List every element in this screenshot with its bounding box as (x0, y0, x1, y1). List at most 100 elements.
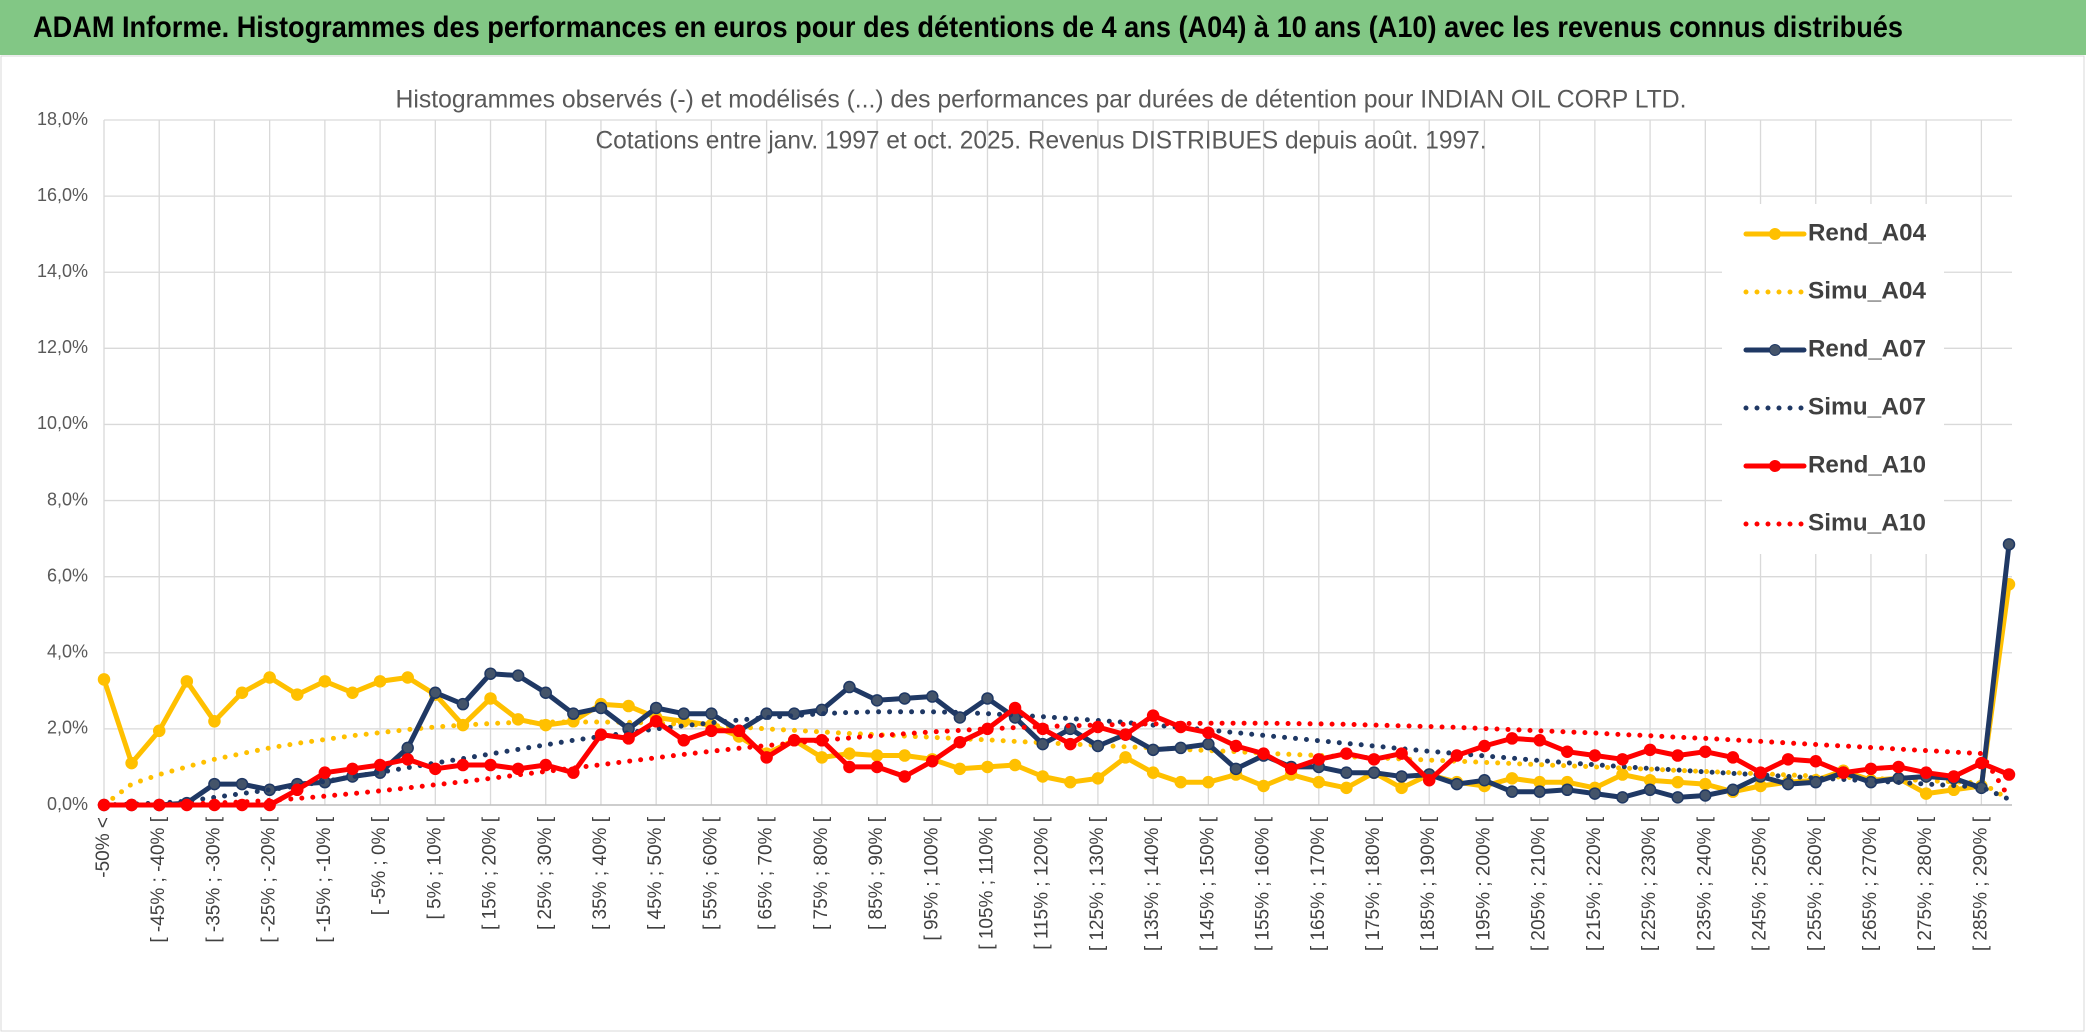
data-point (373, 758, 387, 772)
data-point (1919, 787, 1933, 800)
data-point (97, 673, 111, 686)
data-point (429, 762, 442, 776)
y-tick-label: 14,0% (37, 261, 88, 281)
data-point (1643, 783, 1657, 797)
x-tick-label: [ 285% ; 290% [ (1970, 816, 1991, 951)
data-point (263, 671, 276, 684)
data-point (898, 749, 911, 762)
x-tick-label: [ 105% ; 110% [ (976, 816, 997, 949)
data-point (539, 686, 552, 699)
data-point (1340, 747, 1353, 760)
data-point (1754, 766, 1767, 779)
data-point (1781, 753, 1795, 766)
data-point (981, 692, 994, 705)
data-point (401, 671, 414, 684)
data-point (1781, 777, 1795, 791)
y-tick-label: 10,0% (37, 413, 88, 433)
data-point (981, 760, 994, 774)
data-point (1671, 749, 1684, 762)
data-point (870, 749, 884, 762)
data-point (1312, 775, 1326, 789)
data-point (1229, 762, 1243, 776)
series-line (101, 720, 2012, 808)
legend-label: Simu_A07 (1808, 393, 1926, 420)
chart-subtitle: Cotations entre janv. 1997 et oct. 2025.… (596, 127, 1487, 155)
data-point (1809, 754, 1822, 768)
data-point (1699, 777, 1712, 791)
data-point (1809, 775, 1822, 789)
data-point (843, 747, 856, 760)
data-point (870, 760, 884, 774)
x-tick-label: -50% < (93, 817, 114, 878)
y-tick-label: 12,0% (37, 337, 88, 357)
data-point (1395, 770, 1408, 783)
data-point (1036, 737, 1049, 751)
chart-frame (0, 55, 2085, 1032)
data-point (1202, 775, 1215, 789)
legend-marker (1769, 460, 1781, 472)
x-tick-label: [ 175% ; 180% [ (1363, 816, 1384, 951)
data-point (511, 669, 525, 682)
data-point (401, 753, 414, 766)
x-tick-label: [ 255% ; 260% [ (1805, 816, 1826, 951)
data-point (1422, 774, 1436, 787)
chart-title: Histogrammes observés (-) et modélisés (… (396, 86, 1687, 114)
data-point (1367, 753, 1381, 766)
data-point (346, 762, 359, 776)
y-tick-label: 4,0% (47, 642, 88, 662)
data-point (1533, 734, 1546, 747)
data-point (1174, 775, 1187, 789)
data-point (1726, 783, 1740, 797)
y-tick-label: 16,0% (37, 185, 88, 205)
series-line (101, 719, 2012, 808)
data-point (484, 667, 497, 680)
page-header: ADAM Informe. Histogrammes des performan… (33, 11, 1903, 44)
data-point (346, 686, 359, 699)
data-point (1146, 743, 1160, 757)
data-point (318, 766, 332, 779)
data-point (1202, 726, 1215, 739)
data-point (1505, 772, 1519, 785)
data-point (1450, 749, 1464, 762)
data-point (1588, 787, 1602, 800)
data-point (1036, 770, 1049, 783)
data-point (1064, 737, 1077, 751)
legend-marker (1769, 228, 1781, 240)
data-point (953, 762, 967, 776)
data-point (1671, 791, 1684, 804)
data-point (870, 694, 884, 707)
y-tick-label: 0,0% (47, 794, 88, 814)
data-point (1505, 732, 1519, 745)
data-point (1864, 762, 1878, 776)
data-point (815, 751, 829, 764)
header-bar (0, 0, 2086, 55)
x-tick-label: [ -25% ; -20% [ (259, 816, 280, 942)
x-tick-label: [ 265% ; 270% [ (1860, 816, 1881, 951)
data-point (2002, 768, 2016, 781)
data-point (1837, 766, 1850, 779)
data-point (1229, 739, 1243, 753)
data-point (1699, 745, 1712, 758)
x-tick-label: [ 5% ; 10% [ (424, 816, 445, 919)
data-point (456, 758, 470, 772)
data-point (1008, 758, 1022, 772)
data-point (1091, 772, 1105, 785)
data-point (1008, 701, 1022, 715)
data-point (484, 692, 497, 705)
data-point (1561, 745, 1574, 758)
data-point (1643, 743, 1657, 757)
series-line (101, 705, 2012, 808)
data-point (649, 715, 663, 728)
data-point (1202, 737, 1215, 751)
title-backdrop (380, 82, 1700, 162)
x-tick-label: [ 55% ; 60% [ (700, 816, 721, 930)
data-point (1395, 781, 1408, 795)
data-point (1616, 791, 1629, 804)
legend-marker (1769, 344, 1781, 356)
y-tick-label: 6,0% (47, 565, 88, 585)
data-point (567, 707, 580, 720)
data-point (1091, 739, 1105, 753)
data-point (1174, 741, 1187, 755)
data-point (1616, 768, 1629, 781)
